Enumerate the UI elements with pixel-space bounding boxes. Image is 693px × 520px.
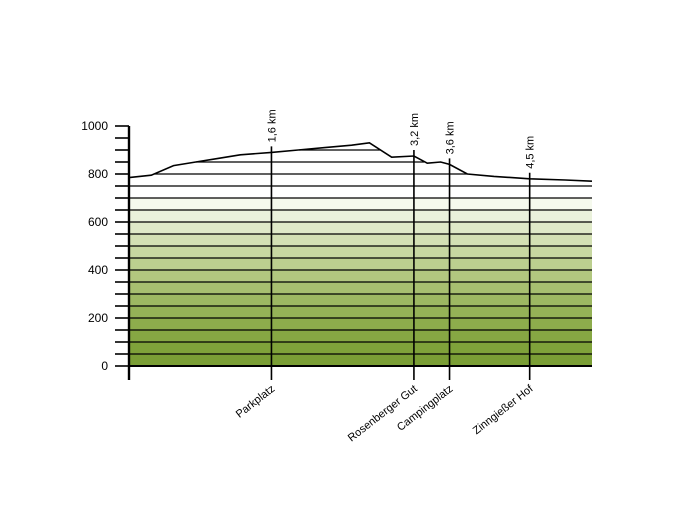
elevation-band xyxy=(129,186,592,198)
gridlines xyxy=(129,149,592,367)
stop-name-label: Parkplatz xyxy=(234,383,278,421)
elevation-band xyxy=(129,270,592,282)
elevation-band xyxy=(129,258,592,270)
elevation-band xyxy=(129,198,592,210)
distance-label: 4,5 km xyxy=(525,136,537,169)
y-tick-label: 1000 xyxy=(81,119,108,133)
elevation-band xyxy=(129,174,592,186)
y-tick-label: 200 xyxy=(88,311,108,325)
distance-label: 1,6 km xyxy=(266,109,278,142)
elevation-band xyxy=(129,294,592,306)
y-tick-label: 400 xyxy=(88,263,108,277)
sky-mask xyxy=(129,124,592,182)
elevation-band xyxy=(129,306,592,318)
elevation-band xyxy=(129,246,592,258)
distance-label: 3,2 km xyxy=(409,113,421,146)
distance-label: 3,6 km xyxy=(445,121,457,154)
elevation-profile-line xyxy=(128,141,593,182)
elevation-band xyxy=(129,282,592,294)
elevation-band xyxy=(129,330,592,342)
elevation-band xyxy=(129,234,592,246)
elevation-band xyxy=(129,342,592,354)
elevation-band xyxy=(129,318,592,330)
y-axis: 0 200 400 600 800 1000 xyxy=(81,119,131,380)
elevation-band xyxy=(129,210,592,222)
y-tick-label: 0 xyxy=(101,359,108,373)
elevation-band xyxy=(129,222,592,234)
stop-name-label: Zinngießer Hof xyxy=(471,382,536,437)
elevation-bands xyxy=(129,124,592,366)
elevation-band xyxy=(129,354,592,366)
y-tick-label: 600 xyxy=(88,215,108,229)
y-tick-label: 800 xyxy=(88,167,108,181)
